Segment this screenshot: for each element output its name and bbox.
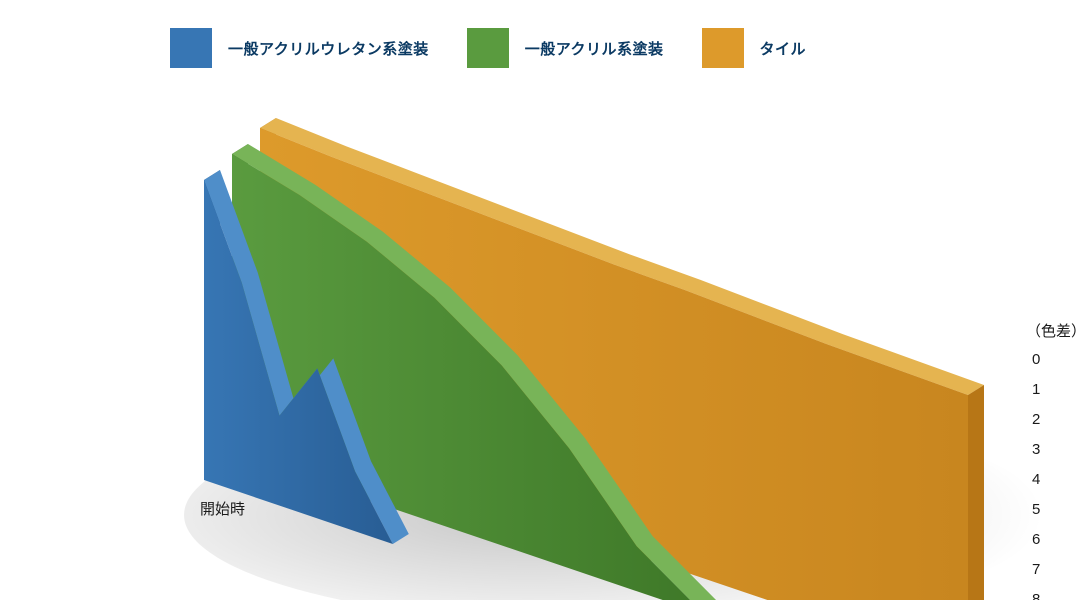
y-tick-label: 2 (1032, 411, 1040, 428)
chart-stage: 一般アクリルウレタン系塗装 一般アクリル系塗装 タイル （色差）01234567… (0, 0, 1080, 600)
y-tick-label: 5 (1032, 501, 1040, 518)
y-tick-label: 0 (1032, 351, 1040, 368)
chart-svg: （色差）012345678910開始時20年相当30年相当 (0, 0, 1080, 600)
y-axis-title: （色差） (1026, 323, 1080, 340)
y-tick-label: 8 (1032, 591, 1040, 600)
y-tick-label: 3 (1032, 441, 1040, 458)
x-label-start: 開始時 (200, 501, 245, 518)
y-tick-label: 7 (1032, 561, 1040, 578)
series-rightwall-tile (968, 385, 984, 600)
y-tick-label: 4 (1032, 471, 1040, 488)
chart-3d: （色差）012345678910開始時20年相当30年相当 (0, 0, 1080, 600)
y-tick-label: 6 (1032, 531, 1040, 548)
y-tick-label: 1 (1032, 381, 1040, 398)
